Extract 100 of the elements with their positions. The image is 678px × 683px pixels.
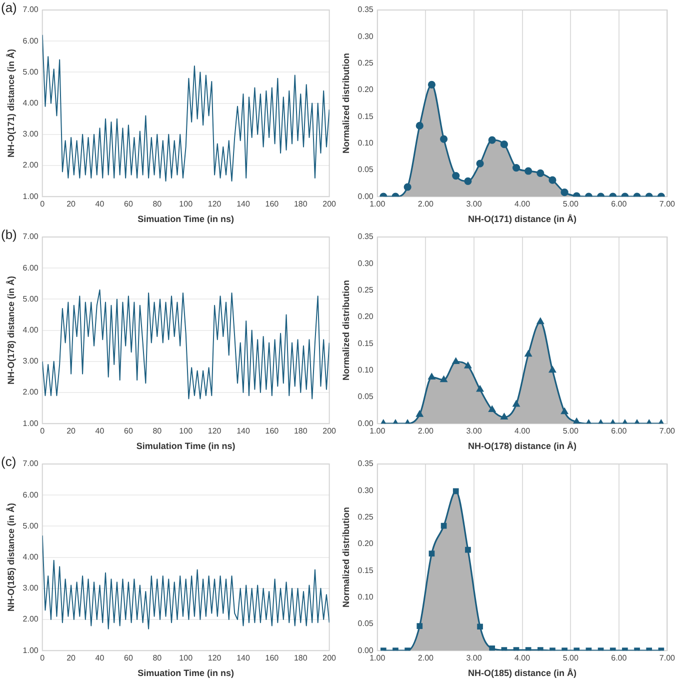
x-tick-label: 4.00: [514, 200, 531, 209]
y-tick-label: 0.25: [358, 286, 374, 295]
x-tick-label: 4.00: [514, 426, 531, 436]
x-tick-label: 200: [322, 200, 337, 209]
x-tick-label: 3.00: [466, 654, 482, 663]
y-tick-label: 4.00: [22, 98, 39, 108]
x-axis-title: Simuation Time (in ns): [138, 668, 234, 678]
y-tick-label: 1.00: [22, 418, 39, 428]
y-tick-label: 0.35: [358, 459, 374, 468]
y-tick-label: 0.30: [358, 258, 374, 268]
x-tick-label: 40: [95, 654, 105, 663]
y-tick-label: 6.00: [22, 263, 39, 272]
x-tick-label: 60: [124, 200, 134, 209]
x-tick-label: 6.00: [611, 426, 628, 436]
point: [477, 624, 483, 630]
y-tick-label: 0.35: [358, 232, 374, 242]
x-tick-label: 20: [66, 426, 76, 436]
point: [488, 406, 496, 412]
point: [452, 488, 459, 494]
point: [476, 386, 484, 392]
y-tick-label: 0.20: [358, 312, 374, 322]
x-tick-label: 0: [40, 200, 46, 209]
y-tick-label: 7.00: [22, 459, 39, 468]
x-tick-label: 140: [236, 200, 250, 209]
x-tick-label: 7.00: [659, 426, 676, 436]
y-tick-label: 2.00: [22, 388, 39, 397]
y-tick-label: 0.15: [358, 566, 374, 575]
x-tick-label: 140: [236, 654, 250, 663]
point: [489, 646, 496, 651]
x-tick-label: 120: [208, 654, 222, 663]
x-tick-label: 120: [208, 200, 222, 209]
x-tick-label: 160: [265, 654, 280, 663]
y-tick-label: 6.00: [22, 36, 39, 46]
y-tick-label: 1.00: [22, 646, 39, 655]
x-tick-label: 1.00: [370, 654, 386, 663]
point: [452, 358, 460, 364]
y-tick-label: 0.10: [358, 138, 374, 148]
x-tick-label: 2.00: [418, 200, 434, 209]
y-tick-label: 7.00: [22, 232, 39, 242]
x-tick-label: 0: [40, 426, 46, 436]
point: [524, 350, 532, 357]
point: [428, 373, 436, 380]
y-tick-label: 0.05: [358, 392, 374, 402]
x-tick-label: 80: [152, 654, 162, 663]
x-tick-label: 20: [66, 200, 76, 209]
text: (c): [1, 454, 16, 470]
point: [549, 366, 556, 373]
y-axis-title: Normalized distribution: [340, 507, 351, 608]
y-tick-label: 2.00: [22, 160, 39, 170]
x-tick-label: 5.00: [562, 426, 579, 436]
x-tick-label: 140: [236, 426, 250, 436]
y-tick-label: 7.00: [22, 5, 39, 14]
x-axis-title: Simuation Time (in ns): [138, 214, 234, 224]
x-tick-label: 100: [179, 654, 194, 663]
y-tick-label: 0.00: [358, 192, 374, 201]
y-tick-label: 0.25: [358, 58, 374, 68]
x-tick-label: 5.00: [562, 654, 579, 663]
x-axis-title: NH-O(185) distance (in Å): [468, 668, 577, 678]
x-tick-label: 160: [265, 200, 280, 209]
x-tick-label: 7.00: [659, 654, 676, 663]
y-axis-title: Normalized distribution: [340, 53, 351, 154]
y-tick-label: 0.30: [358, 486, 374, 495]
x-axis-title: NH-O(171) distance (in Å): [468, 214, 577, 224]
x-tick-label: 3.00: [466, 426, 482, 436]
x-tick-label: 6.00: [611, 654, 628, 663]
x-tick-label: 1.00: [370, 200, 386, 209]
point: [440, 522, 447, 529]
y-tick-label: 0.10: [358, 592, 374, 602]
x-tick-label: 160: [265, 426, 280, 436]
y-tick-label: 4.00: [22, 552, 39, 562]
point: [537, 318, 544, 324]
x-tick-label: 200: [322, 654, 337, 663]
point: [416, 410, 424, 417]
y-tick-label: 0.25: [358, 512, 374, 522]
x-tick-label: 40: [95, 200, 105, 209]
y-tick-label: 0.00: [358, 418, 374, 428]
y-tick-label: 6.00: [22, 490, 39, 500]
y-tick-label: 0.15: [358, 338, 374, 348]
point: [440, 376, 448, 382]
y-axis-title: NH-O(178) distance (in Å): [6, 276, 16, 385]
x-tick-label: 40: [95, 426, 105, 436]
point: [464, 362, 472, 368]
y-axis-title: NH-O(171) distance (in Å): [6, 49, 16, 158]
point: [573, 418, 580, 424]
x-tick-label: 80: [152, 200, 162, 209]
point: [561, 408, 568, 414]
point: [428, 550, 435, 556]
point: [416, 623, 423, 629]
y-tick-label: 5.00: [22, 521, 39, 530]
y-tick-label: 3.00: [22, 584, 39, 593]
x-tick-label: 180: [294, 654, 308, 663]
y-tick-label: 0.20: [358, 539, 374, 548]
y-tick-label: 0.10: [358, 365, 374, 374]
y-tick-label: 0.05: [358, 165, 374, 174]
x-tick-label: 0: [40, 654, 46, 663]
y-tick-label: 3.00: [22, 356, 39, 366]
y-tick-label: 4.00: [22, 326, 39, 335]
x-tick-label: 60: [124, 654, 134, 663]
y-tick-label: 0.05: [358, 619, 374, 628]
x-tick-label: 100: [179, 426, 194, 436]
